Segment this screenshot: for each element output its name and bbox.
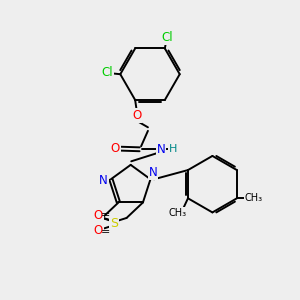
- Text: CH₃: CH₃: [244, 193, 262, 203]
- Text: Cl: Cl: [101, 66, 113, 79]
- Text: N: N: [99, 174, 108, 187]
- Text: O: O: [94, 209, 103, 222]
- Text: N: N: [148, 166, 157, 179]
- Text: CH₃: CH₃: [169, 208, 187, 218]
- Text: Cl: Cl: [161, 31, 173, 44]
- Text: O: O: [94, 224, 103, 237]
- Text: S: S: [110, 217, 118, 230]
- Text: =: =: [101, 226, 110, 237]
- Text: =: =: [101, 210, 110, 220]
- Text: H: H: [169, 144, 178, 154]
- Text: N: N: [157, 143, 165, 156]
- Text: O: O: [132, 109, 141, 122]
- Text: O: O: [111, 142, 120, 155]
